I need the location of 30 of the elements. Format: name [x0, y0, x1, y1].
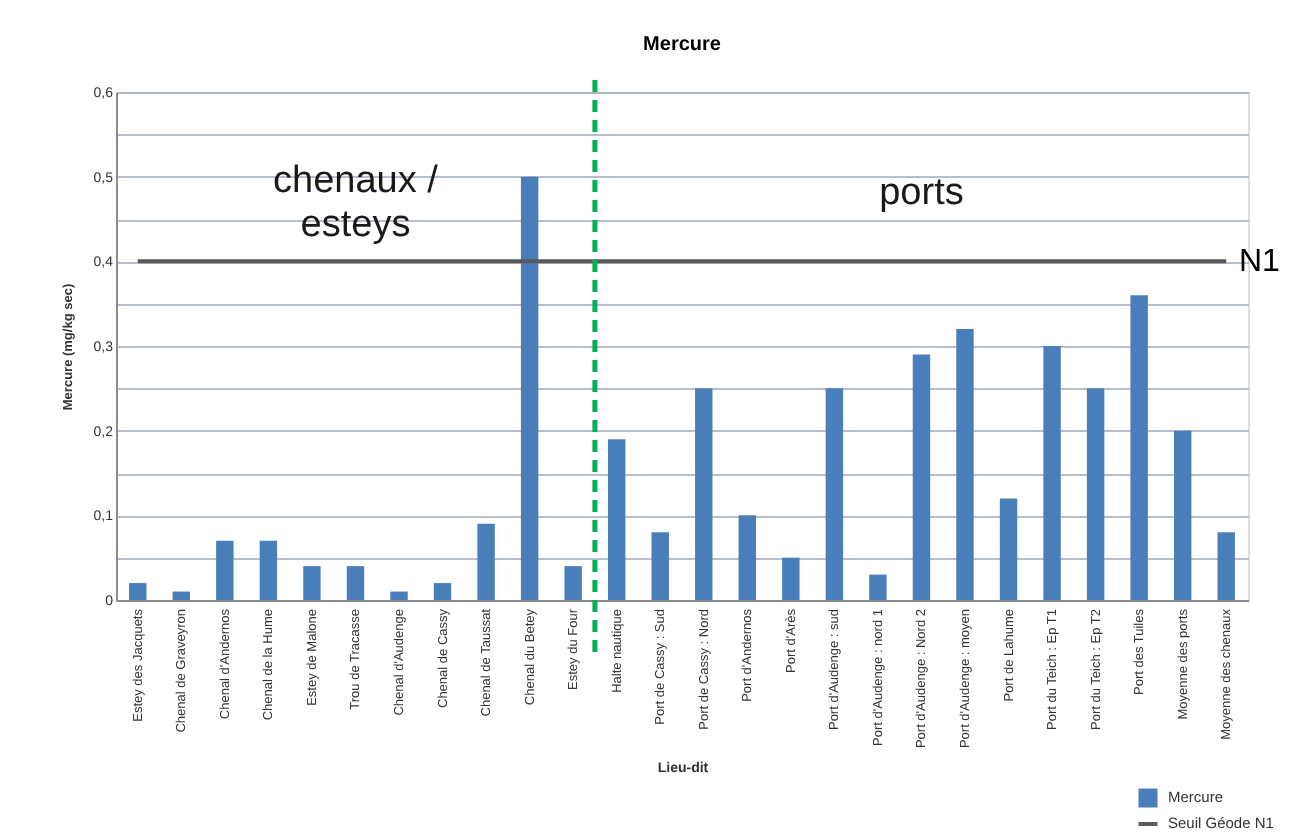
- bar: [869, 574, 887, 600]
- bar: [825, 388, 844, 600]
- annotation: chenaux / esteys: [273, 160, 440, 246]
- annotation: N1: [1238, 245, 1281, 280]
- bar: [216, 540, 234, 600]
- annotation: ports: [879, 172, 964, 214]
- bar: [172, 591, 191, 600]
- chart-title: Mercure: [643, 33, 722, 56]
- bar: [782, 557, 800, 600]
- bar: [303, 566, 321, 600]
- bar: [564, 566, 582, 600]
- bar: [1217, 532, 1235, 600]
- bar: [956, 329, 974, 600]
- bar: [1130, 295, 1148, 600]
- bar: [607, 439, 626, 600]
- bar: [520, 176, 539, 600]
- bar: [390, 591, 408, 600]
- bar: [912, 354, 931, 600]
- bar: [738, 515, 757, 600]
- bar: [1173, 430, 1192, 600]
- bar: [651, 532, 669, 600]
- bar: [1086, 388, 1105, 600]
- bar: [695, 388, 713, 600]
- bar: [259, 540, 278, 600]
- bar: [129, 583, 147, 600]
- bar: [1043, 346, 1061, 600]
- bar: [346, 566, 365, 600]
- bar: [999, 498, 1018, 600]
- bar: [433, 583, 452, 600]
- bar: [477, 523, 495, 600]
